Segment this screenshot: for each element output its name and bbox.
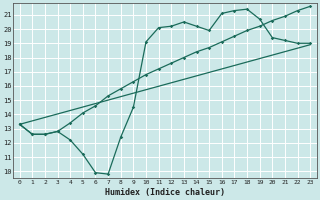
X-axis label: Humidex (Indice chaleur): Humidex (Indice chaleur): [105, 188, 225, 197]
